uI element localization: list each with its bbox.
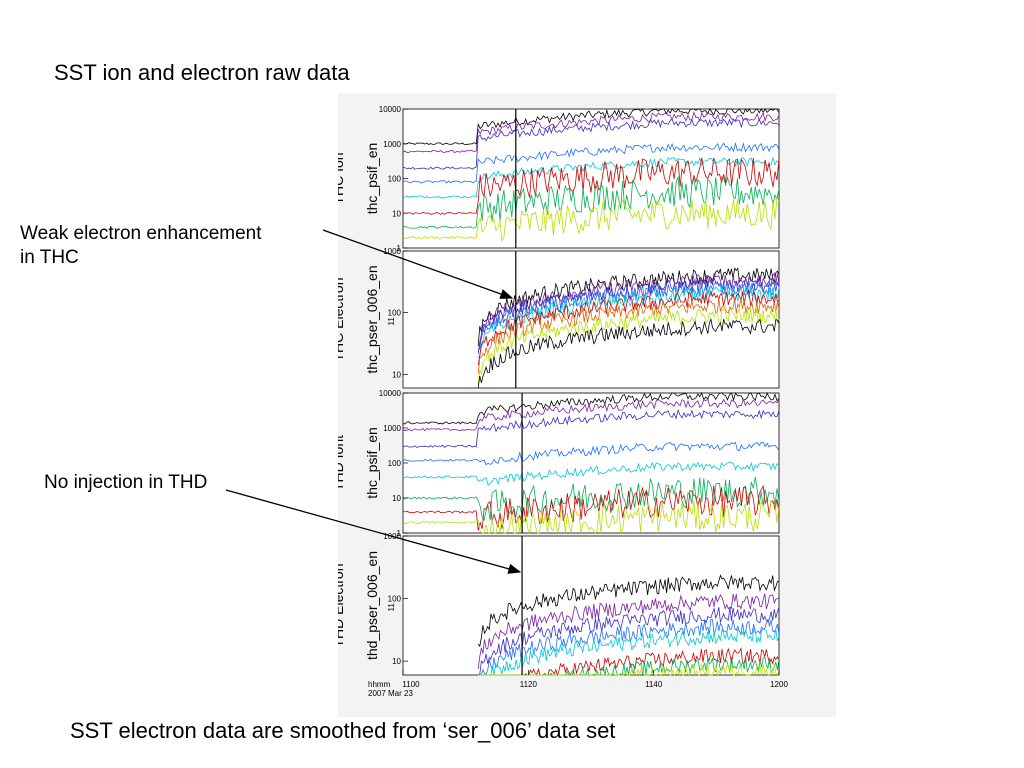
slide-title: SST ion and electron raw data <box>54 60 350 85</box>
series-line <box>477 267 780 347</box>
annotation-weak-line2: in THC <box>20 247 79 268</box>
x-tick-label: 1200 <box>770 680 788 689</box>
plot-figure: 10000 1000 100 10 1 THC Ion thc_psif_en 1000 100… <box>338 93 836 717</box>
series-line <box>402 111 780 154</box>
panel-variable: thd_pser_006_en <box>364 551 380 660</box>
y-tick-label: 100 <box>388 459 402 468</box>
panel-3: 1000 100 10 11 THD Electron thd_pser_006_en <box>338 532 780 677</box>
series-line <box>402 391 780 425</box>
series-line <box>477 272 780 354</box>
series-line <box>402 408 780 448</box>
series-line <box>477 280 780 351</box>
series-line <box>402 118 780 170</box>
series-line <box>402 461 780 486</box>
x-tick-label: 1120 <box>520 680 538 689</box>
panel-variable: thc_pser_006_en <box>364 265 380 373</box>
series-line <box>402 441 780 466</box>
panel-title: THC Electron <box>338 277 346 361</box>
series-line <box>478 628 780 676</box>
series-line <box>478 618 780 676</box>
y-tick-label: 10 <box>392 657 401 666</box>
annotation-no-injection: No injection in THD <box>44 472 208 493</box>
y-tick-label: 1000 <box>383 424 401 433</box>
y-tick-label: 10000 <box>379 105 402 114</box>
y-tick-label: 1000 <box>383 532 401 541</box>
y-tick-label: 100 <box>388 309 402 318</box>
series-line <box>477 289 780 366</box>
x-axis-row-label: hhmm <box>368 680 391 689</box>
y-tick-label: 10 <box>392 209 401 218</box>
series-line <box>477 317 780 389</box>
series-line <box>402 108 780 146</box>
axis-mark: 11 <box>387 317 396 326</box>
series-line <box>477 307 780 385</box>
annotation-weak-electron: Weak electron enhancement in THC <box>20 222 262 270</box>
panel-frame <box>402 250 780 389</box>
series-line <box>477 593 780 669</box>
y-tick-label: 10 <box>392 494 401 503</box>
y-tick-label: 100 <box>388 175 402 184</box>
panel-variable: thc_psif_en <box>364 143 380 215</box>
panel-variable: thc_psif_en <box>364 427 380 499</box>
x-tick-label: 1140 <box>645 680 663 689</box>
panel-title: THD Electron <box>338 563 346 647</box>
footer-caption: SST electron data are smoothed from ‘ser… <box>70 718 616 743</box>
axis-mark: 11 <box>387 603 396 612</box>
series-line <box>477 574 779 648</box>
series-line <box>402 157 780 215</box>
series-line <box>402 141 780 184</box>
series-line <box>477 298 780 374</box>
x-tick-label: 1100 <box>402 680 420 689</box>
y-tick-label: 1000 <box>383 140 401 149</box>
annotation-weak-line1: Weak electron enhancement <box>20 223 262 244</box>
series-line <box>477 607 780 676</box>
series-line <box>402 156 780 199</box>
y-tick-label: 10 <box>392 370 401 379</box>
panel-title: THD Iont <box>338 435 346 491</box>
series-line <box>402 398 780 432</box>
panel-1: 1000 100 10 11 THC Electron thc_pser_006_en <box>338 247 780 389</box>
y-tick-label: 10000 <box>379 389 402 398</box>
x-axis-date: 2007 Mar 23 <box>368 689 413 698</box>
series-line <box>477 285 780 358</box>
y-tick-label: 100 <box>388 595 402 604</box>
panel-title: THC Ion <box>338 152 346 204</box>
y-tick-label: 1000 <box>383 247 401 256</box>
